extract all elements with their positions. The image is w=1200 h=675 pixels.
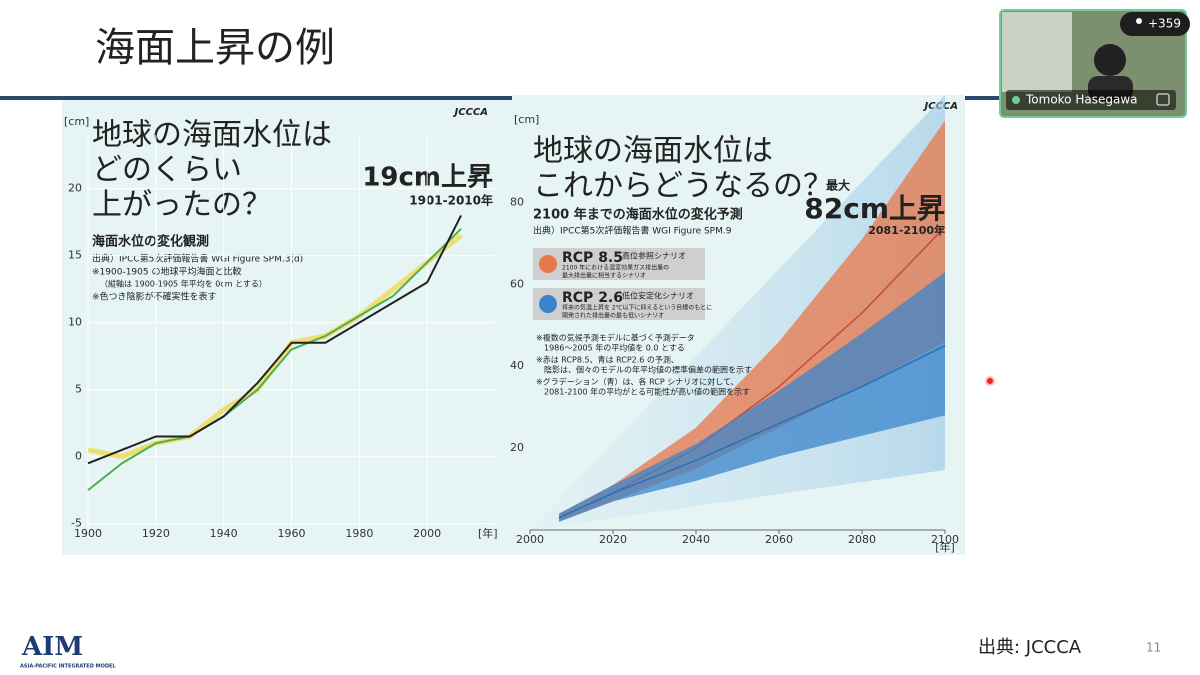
chart-title-line: これからどうなるの？ (533, 169, 833, 204)
y-tick-label: 10 (68, 316, 82, 329)
person-icon (1136, 18, 1142, 24)
y-tick-label: 60 (510, 277, 524, 290)
subtitle: 2100 年までの海面水位の変化予測 (533, 207, 743, 223)
y-tick-label: 40 (510, 359, 524, 372)
legend-box (533, 288, 705, 320)
x-tick-label: 2100 (931, 533, 959, 546)
x-tick-label: 2080 (848, 533, 876, 546)
y-tick-label: 15 (68, 249, 82, 262)
name-bar (1006, 90, 1176, 110)
legend: RCP 8.5 高位参照シナリオ 2100 年における温室効果ガス排出量の 最大… (533, 248, 712, 320)
note: （縦軸は 1900-1905 年平均を 0cm とする） (100, 279, 267, 289)
note: ※赤は RCP8.5、青は RCP2.6 の予測、 (536, 355, 679, 365)
chart-title-line: どのくらい (92, 153, 242, 188)
subtitle: 海面水位の変化観測 (92, 234, 209, 250)
period: 1901-2010年 (409, 193, 493, 208)
legend-description: 最大排出量に相当するシナリオ (562, 272, 646, 280)
source: 出典）IPCC第5次評価報告書 WGI Figure SPM.3(d) (92, 253, 303, 265)
source: 出典）IPCC第5次評価報告書 WGI Figure SPM.9 (533, 225, 732, 237)
logo: JCCCA (453, 107, 488, 118)
y-tick-label: 0 (75, 450, 82, 463)
y-tick-label: 80 (510, 195, 524, 208)
y-tick-label: 20 (68, 182, 82, 195)
share-icon (1156, 93, 1170, 106)
headline: 82cm上昇 (804, 192, 945, 225)
cursor (985, 376, 995, 386)
participant-name: Tomoko Hasegawa (1025, 93, 1138, 107)
legend-icon (539, 295, 557, 313)
y-tick-label: 20 (510, 441, 524, 454)
logo-subtitle: ASIA-PACIFIC INTEGRATED MODEL (20, 664, 116, 670)
participant-head (1094, 44, 1126, 76)
uncertainty-band (559, 120, 945, 522)
slide-title: 海面上昇の例 (95, 25, 335, 71)
note: ※グラデーション（青）は、各 RCP シナリオに対して、 (536, 377, 739, 387)
legend-label: RCP 2.6 (562, 290, 623, 306)
chart-title-line: 地球の海面水位は (533, 134, 773, 169)
x-tick-label: 2020 (599, 533, 627, 546)
x-unit: [年] (478, 526, 498, 540)
period: 2081-2100年 (868, 223, 945, 237)
note: ※複数の気候予測モデルに基づく予測データ (536, 333, 695, 343)
logo: AIM (21, 632, 83, 662)
series-line (558, 345, 946, 519)
x-tick-label: 2060 (765, 533, 793, 546)
y-tick-label: -5 (71, 517, 82, 530)
headline-prefix: 最大 (826, 178, 850, 193)
pill (1120, 12, 1190, 36)
x-tick-label: 2040 (682, 533, 710, 546)
chart-title-line: 地球の海面水位は (92, 118, 332, 153)
legend-description: 将来の気温上昇を 2℃以下に抑えるという目標のもとに (562, 304, 712, 312)
legend-sublabel: 低位安定化シナリオ (622, 291, 694, 301)
legend-label: RCP 8.5 (562, 250, 623, 266)
series-line (87, 214, 462, 465)
video-tile[interactable]: Tomoko Hasegawa (999, 9, 1187, 118)
note: ※1900-1905 の地球平均海面と比較 (92, 266, 241, 278)
participant-count: +359 (1148, 17, 1181, 31)
x-unit: [年] (935, 540, 955, 554)
note: 1986～2005 年の平均値を 0.0 とする (544, 343, 685, 353)
y-tick-label: 5 (75, 383, 82, 396)
legend-sublabel: 高位参照シナリオ (622, 251, 686, 261)
x-tick-label: 2000 (516, 533, 544, 546)
legend-description: 開発された排出量の最も低いシナリオ (562, 312, 664, 320)
video-window (1002, 12, 1072, 92)
participants-button[interactable]: +359 (1120, 12, 1190, 36)
slide-source: 出典: JCCCA (978, 637, 1082, 658)
uncertainty-band (559, 272, 945, 522)
y-unit: [cm] (514, 113, 539, 126)
mic-icon (1012, 96, 1020, 104)
y-unit: [cm] (64, 115, 89, 128)
series-line (87, 228, 462, 491)
note: ※色つき陰影が不確実性を表す (92, 291, 217, 303)
legend-icon (539, 255, 557, 273)
chart-panel (62, 100, 512, 555)
note: 2081-2100 年の平均がとる可能性が高い値の範囲を示す (544, 387, 750, 397)
legend-description: 2100 年における温室効果ガス排出量の (562, 264, 669, 272)
chart-title-line: 上がったの？ (92, 188, 272, 223)
title-rule (0, 96, 1000, 100)
note: 陰影は、個々のモデルの年平均値の標準偏差の範囲を示す (544, 365, 752, 375)
page-number: 11 (1146, 641, 1161, 655)
legend-box (533, 248, 705, 280)
